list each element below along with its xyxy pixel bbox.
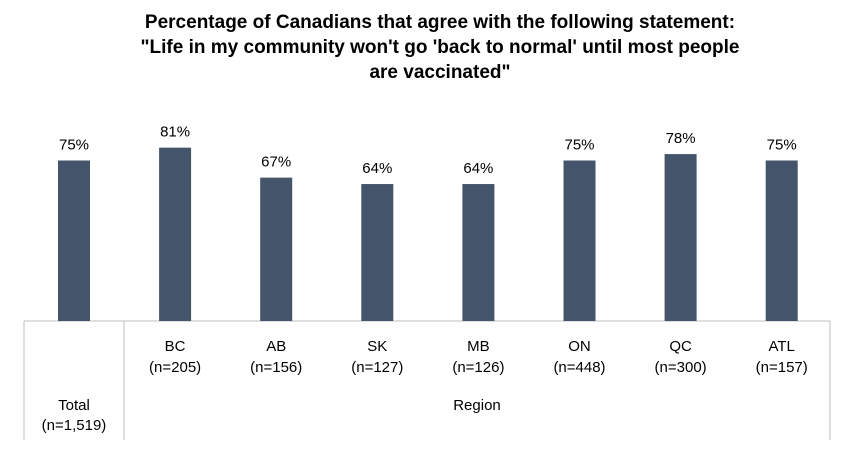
- data-label-sk: 64%: [362, 160, 392, 177]
- data-label-qc: 78%: [666, 130, 696, 147]
- tick-sample-bc: (n=205): [149, 359, 201, 376]
- bar-qc: [664, 154, 697, 321]
- bar-atl: [765, 160, 798, 321]
- chart-title-line-2: "Life in my community won't go 'back to …: [140, 37, 740, 58]
- chart-title: Percentage of Canadians that agree with …: [60, 10, 820, 85]
- tick-label-total: Total: [58, 397, 90, 414]
- data-label-mb: 64%: [463, 160, 493, 177]
- tick-sample-atl: (n=157): [756, 359, 808, 376]
- tick-label-sk: SK: [367, 338, 387, 355]
- data-label-bc: 81%: [160, 124, 190, 141]
- tick-label-atl: ATL: [768, 338, 794, 355]
- data-label-atl: 75%: [767, 137, 797, 154]
- tick-sample-total: (n=1,519): [42, 417, 107, 434]
- data-label-layer: 75% 81% 67% 64% 64% 75% 78% 75%: [59, 124, 797, 177]
- tick-sample-ab: (n=156): [250, 359, 302, 376]
- tick-label-qc: QC: [669, 338, 692, 355]
- bar-bc: [159, 147, 192, 321]
- data-label-ab: 67%: [261, 154, 291, 171]
- bar-sk: [361, 184, 394, 321]
- tick-label-bc: BC: [165, 338, 186, 355]
- tick-label-on: ON: [568, 338, 591, 355]
- data-label-on: 75%: [564, 137, 594, 154]
- tick-label-ab: AB: [266, 338, 286, 355]
- tick-sample-on: (n=448): [553, 359, 605, 376]
- bar-total: [58, 160, 90, 321]
- tick-sample-mb: (n=126): [452, 359, 504, 376]
- bar-on: [563, 160, 596, 321]
- tick-label-mb: MB: [467, 338, 490, 355]
- tick-sample-qc: (n=300): [655, 359, 707, 376]
- tick-sample-sk: (n=127): [351, 359, 403, 376]
- data-label-total: 75%: [59, 137, 89, 154]
- bar-ab: [260, 177, 293, 321]
- chart-title-line-3: are vaccinated": [369, 62, 511, 83]
- chart-title-line-1: Percentage of Canadians that agree with …: [144, 12, 736, 33]
- category-axis: Total (n=1,519) BC (n=205) AB (n=156) SK (n=127…: [23, 320, 831, 440]
- bar-series: [58, 147, 798, 321]
- bar-mb: [462, 184, 495, 321]
- group-label-region: Region: [453, 397, 501, 414]
